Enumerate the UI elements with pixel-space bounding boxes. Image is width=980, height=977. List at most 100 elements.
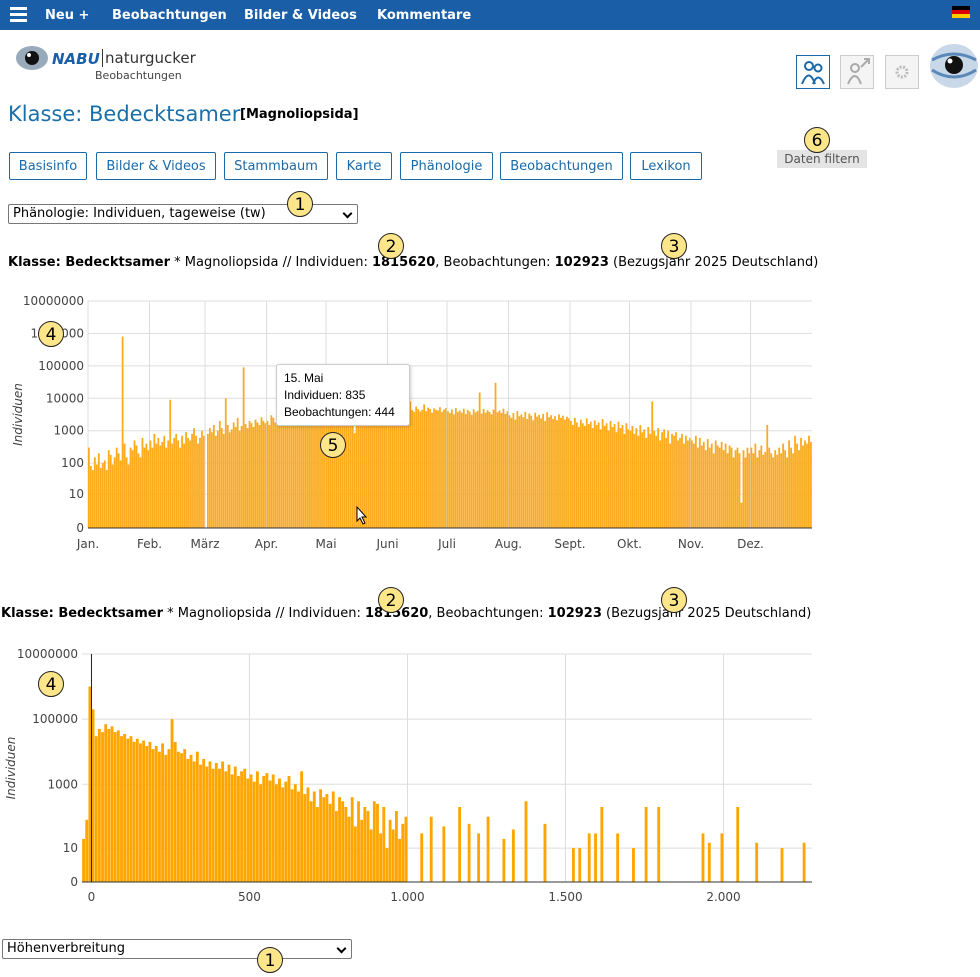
summary-text: * Magnoliopsida // Individuen: bbox=[170, 255, 372, 270]
bar bbox=[89, 466, 92, 528]
bar bbox=[349, 413, 352, 528]
bar bbox=[454, 408, 457, 528]
bar bbox=[583, 425, 586, 528]
bar bbox=[482, 408, 485, 528]
bar bbox=[310, 417, 312, 528]
bar bbox=[177, 440, 180, 528]
icon-share[interactable] bbox=[840, 55, 874, 89]
bar bbox=[736, 806, 740, 882]
bar bbox=[169, 399, 172, 528]
bar bbox=[359, 409, 362, 528]
bar bbox=[173, 437, 176, 528]
bar bbox=[306, 787, 310, 882]
bar bbox=[366, 811, 370, 882]
nav-item[interactable]: Beobachtungen bbox=[112, 8, 227, 23]
bar bbox=[329, 417, 332, 528]
tooltip-date: 15. Mai bbox=[284, 371, 324, 385]
bar bbox=[685, 435, 687, 528]
menu-icon[interactable] bbox=[10, 6, 28, 24]
bar bbox=[214, 763, 218, 882]
bar bbox=[381, 409, 384, 528]
tab[interactable]: Stammbaum bbox=[224, 152, 328, 180]
bar bbox=[97, 728, 101, 882]
bar bbox=[316, 414, 318, 528]
flag[interactable] bbox=[952, 6, 970, 18]
bar bbox=[754, 443, 757, 528]
bar bbox=[431, 412, 433, 528]
tab[interactable]: Basisinfo bbox=[9, 152, 87, 180]
bar bbox=[88, 447, 90, 528]
bar bbox=[367, 410, 370, 528]
summary-text: (Bezugsjahr 2025 Deutschland) bbox=[608, 255, 819, 270]
bar bbox=[421, 409, 424, 528]
nav-item[interactable]: Neu + bbox=[45, 8, 90, 23]
bar bbox=[768, 447, 771, 528]
bar bbox=[778, 447, 781, 528]
bar bbox=[316, 806, 319, 882]
nav-item[interactable]: Bilder & Videos bbox=[244, 8, 357, 23]
bar bbox=[617, 421, 620, 528]
chart-select[interactable]: Phänologie: Individuen, tageweise (tw) bbox=[8, 204, 358, 224]
bar bbox=[632, 848, 635, 882]
bar bbox=[675, 432, 677, 528]
summary-text: , Beobachtungen: bbox=[428, 606, 548, 621]
bar bbox=[689, 437, 691, 528]
chart-select[interactable]: Höhenverbreitung bbox=[2, 939, 352, 959]
x-tick-label: Nov. bbox=[678, 537, 704, 551]
x-tick-label: Jan. bbox=[76, 537, 99, 551]
bar bbox=[716, 445, 719, 528]
tab[interactable]: Bilder & Videos bbox=[96, 152, 216, 180]
bar bbox=[472, 409, 475, 528]
bar bbox=[726, 453, 729, 528]
bar bbox=[579, 419, 582, 528]
tab[interactable]: Lexikon bbox=[630, 152, 702, 180]
bar bbox=[512, 413, 515, 528]
bar bbox=[794, 435, 796, 528]
x-tick-label: 1.000 bbox=[390, 890, 424, 904]
tab[interactable]: Phänologie bbox=[400, 152, 493, 180]
icon-settings[interactable] bbox=[885, 55, 919, 89]
site-logo bbox=[930, 44, 978, 88]
icon-people[interactable] bbox=[796, 55, 830, 89]
bar bbox=[730, 447, 733, 528]
bar bbox=[746, 447, 749, 528]
bar bbox=[353, 826, 357, 882]
bar bbox=[780, 848, 784, 882]
bar bbox=[210, 432, 213, 528]
annotation-badge: 4 bbox=[38, 671, 64, 697]
bar bbox=[129, 736, 133, 882]
summary-observations: 102923 bbox=[554, 255, 609, 270]
summary-line: Klasse: Bedecktsamer * Magnoliopsida // … bbox=[8, 255, 818, 270]
bar bbox=[361, 412, 364, 528]
bar bbox=[120, 736, 123, 882]
bar bbox=[623, 433, 626, 528]
bar bbox=[657, 428, 660, 528]
filter-button[interactable]: Daten filtern bbox=[777, 150, 867, 168]
bar bbox=[502, 408, 505, 528]
bar bbox=[629, 430, 632, 528]
bar bbox=[385, 848, 389, 882]
bar bbox=[706, 439, 709, 528]
bar bbox=[227, 764, 231, 882]
bar bbox=[216, 430, 219, 528]
bar bbox=[154, 745, 158, 882]
x-tick-label: Okt. bbox=[617, 537, 642, 551]
tab[interactable]: Karte bbox=[336, 152, 392, 180]
bar bbox=[298, 415, 301, 528]
bar bbox=[95, 464, 98, 528]
annotation-badge: 4 bbox=[38, 321, 64, 347]
phenology-chart: 010100100010000100000100000010000000Indi… bbox=[11, 294, 812, 551]
bar bbox=[287, 775, 291, 882]
bar bbox=[319, 789, 323, 882]
y-axis-label: Individuen bbox=[11, 383, 25, 446]
tab[interactable]: Beobachtungen bbox=[500, 152, 623, 180]
nav-item[interactable]: Kommentare bbox=[377, 8, 472, 23]
bar bbox=[347, 415, 350, 528]
bar bbox=[710, 443, 713, 528]
bar bbox=[255, 771, 259, 882]
bar bbox=[736, 447, 739, 528]
bar bbox=[560, 417, 562, 528]
bar bbox=[164, 754, 168, 882]
bar bbox=[212, 424, 215, 528]
logo-name: naturgucker bbox=[102, 49, 196, 67]
